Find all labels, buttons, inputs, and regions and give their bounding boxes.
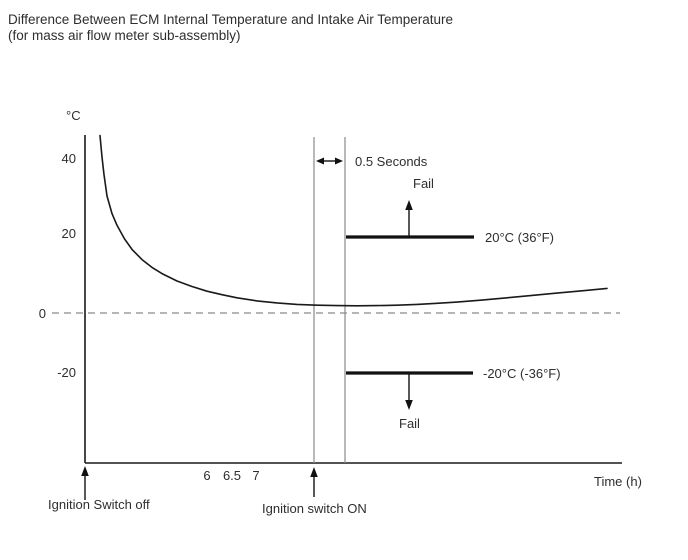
fail-down-arrow xyxy=(405,374,413,410)
lower-threshold-label: -20°C (-36°F) xyxy=(483,366,561,381)
y-tick-20: 20 xyxy=(61,226,76,241)
interval-label: 0.5 Seconds xyxy=(355,154,428,169)
temp-diff-curve xyxy=(99,134,608,307)
x-axis-label: Time (h) xyxy=(594,474,642,489)
ignition-off-arrow xyxy=(81,466,89,500)
upper-threshold-label: 20°C (36°F) xyxy=(485,230,554,245)
ignition-on-arrow xyxy=(310,467,318,497)
y-tick-0: 0 xyxy=(38,306,46,321)
ignition-off-label: Ignition Switch off xyxy=(48,497,150,512)
x-tick-7: 7 xyxy=(252,468,260,483)
x-tick-6: 6 xyxy=(203,468,211,483)
ignition-on-label: Ignition switch ON xyxy=(262,501,367,516)
fail-lower-label: Fail xyxy=(399,416,420,431)
page-title-line1: Difference Between ECM Internal Temperat… xyxy=(8,12,453,27)
interval-arrow xyxy=(316,157,343,165)
x-tick-6-5: 6.5 xyxy=(222,468,242,483)
fail-up-arrow xyxy=(405,200,413,237)
page-title-line2: (for mass air flow meter sub-assembly) xyxy=(8,28,241,43)
fail-upper-label: Fail xyxy=(413,176,434,191)
page-title: Difference Between ECM Internal Temperat… xyxy=(8,12,453,44)
y-tick-40: 40 xyxy=(61,151,76,166)
y-tick-neg20: -20 xyxy=(57,365,76,380)
y-axis-unit-label: °C xyxy=(66,108,81,123)
